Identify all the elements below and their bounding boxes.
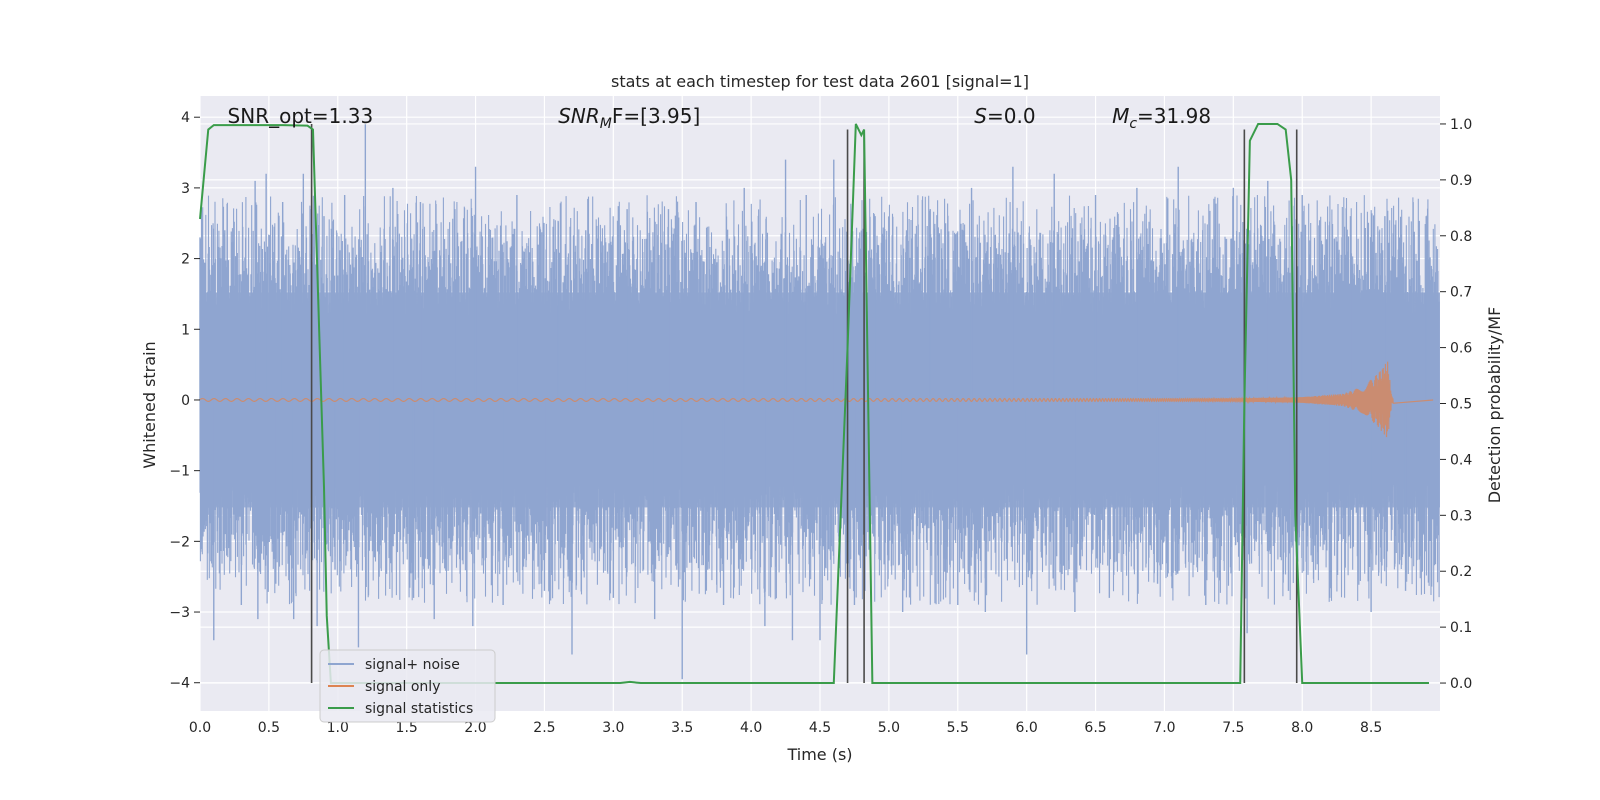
y-axis-label: Whitened strain — [140, 341, 159, 468]
x-axis-label: Time (s) — [786, 745, 852, 764]
y-tick-label: 2 — [181, 252, 190, 268]
signal-statistics-line — [199, 122, 1429, 685]
y2-tick-label: 0.8 — [1450, 229, 1472, 245]
signal-only-line — [199, 361, 1434, 438]
x-tick-label: 0.5 — [258, 720, 280, 736]
y2-tick-label: 0.6 — [1450, 341, 1472, 357]
legend-label: signal+ noise — [365, 657, 460, 673]
annotation-text: SNR_opt=1.33 — [228, 104, 374, 128]
annotation-base: S — [974, 104, 987, 128]
x-tick-label: 2.0 — [464, 720, 486, 736]
y-tick-label: 4 — [181, 110, 190, 126]
x-tick-label: 5.5 — [947, 720, 969, 736]
x-tick-label: 8.0 — [1291, 720, 1313, 736]
y2-tick-label: 0.7 — [1450, 285, 1472, 301]
y2-tick-label: 0.0 — [1450, 676, 1472, 692]
y2-tick-label: 0.9 — [1450, 173, 1472, 189]
annotations: SNR_opt=1.33 SNRMF=[3.95] S=0.0 Mc=31.98 — [228, 104, 1212, 132]
annotation-rest: F=[3.95] — [612, 104, 700, 128]
y-tick-label: −1 — [169, 464, 190, 480]
axes: 0.0 0.5 1.0 1.5 2.0 2.5 3.0 3.5 4.0 4.5 5.0 5.5 6.0 6… — [169, 110, 1472, 736]
annotation-base: M — [1112, 104, 1129, 128]
y-tick-label: −2 — [169, 534, 190, 550]
y-tick-label: 3 — [181, 181, 190, 197]
y-tick-label: −3 — [169, 605, 190, 621]
x-tick-label: 7.0 — [1153, 720, 1175, 736]
y2-axis-label: Detection probability/MF — [1485, 307, 1504, 504]
y-tick-label: 0 — [181, 393, 190, 409]
series-layer — [199, 122, 1440, 685]
y2-tick-label: 0.1 — [1450, 620, 1472, 636]
x-tick-label: 1.0 — [327, 720, 349, 736]
x-tick-label: 3.5 — [671, 720, 693, 736]
chart-title: stats at each timestep for test data 260… — [611, 72, 1029, 91]
legend-label: signal only — [365, 679, 440, 695]
x-tick-label: 5.0 — [878, 720, 900, 736]
y-tick-label: 1 — [181, 322, 190, 338]
y2-tick-label: 0.2 — [1450, 564, 1472, 580]
annotation-rest: =31.98 — [1137, 104, 1211, 128]
annotation-subscript: M — [600, 116, 612, 132]
series-signal-only — [199, 361, 1434, 438]
vertical-markers — [310, 123, 1298, 684]
y2-tick-label: 0.5 — [1450, 397, 1472, 413]
y2-tick-label: 0.3 — [1450, 508, 1472, 524]
legend-label: signal statistics — [365, 701, 473, 717]
x-tick-label: 1.5 — [396, 720, 418, 736]
x-tick-label: 2.5 — [533, 720, 555, 736]
x-tick-label: 6.5 — [1084, 720, 1106, 736]
y2-tick-label: 0.4 — [1450, 452, 1472, 468]
annotation-text: S=0.0 — [974, 104, 1035, 128]
x-tick-label: 0.0 — [189, 720, 211, 736]
y2-tick-label: 1.0 — [1450, 117, 1472, 133]
legend: signal+ noise signal only signal statistic… — [319, 649, 496, 723]
annotation-rest: =0.0 — [987, 104, 1036, 128]
legend-box — [319, 649, 496, 723]
x-tick-label: 4.5 — [809, 720, 831, 736]
annotation-base: SNR — [558, 104, 600, 128]
x-tick-label: 3.0 — [602, 720, 624, 736]
y-tick-label: −4 — [169, 676, 190, 692]
x-tick-label: 7.5 — [1222, 720, 1244, 736]
x-tick-label: 4.0 — [740, 720, 762, 736]
annotation-text: Mc=31.98 — [1112, 104, 1211, 132]
x-tick-label: 6.0 — [1016, 720, 1038, 736]
x-tick-label: 8.5 — [1360, 720, 1382, 736]
annotation-subscript: c — [1129, 116, 1137, 132]
annotation-text: SNRMF=[3.95] — [558, 104, 700, 132]
